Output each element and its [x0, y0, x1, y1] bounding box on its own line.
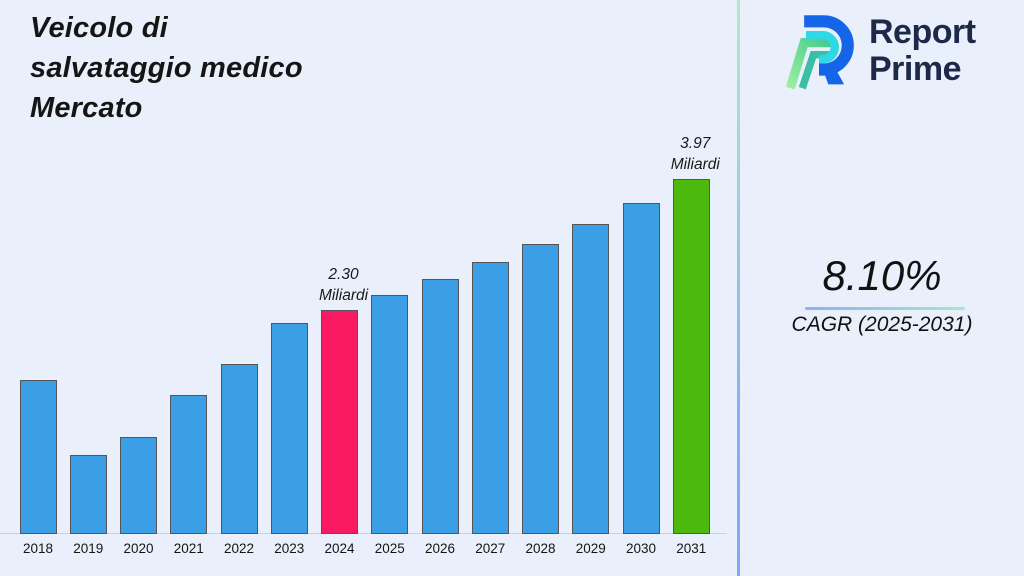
bar-2020 — [120, 437, 157, 534]
report-prime-logo-text: Report Prime — [869, 14, 976, 88]
bar-chart: 2018 2019 2020 2021 2022 2023 2024 2025 2026 2027… — [0, 135, 727, 556]
cagr-label: CAGR (2025-2031) — [791, 313, 973, 336]
bar-2030 — [622, 203, 660, 534]
report-prime-logo-icon — [785, 15, 854, 90]
x-tick-2020: 2020 — [123, 541, 154, 556]
annotation-line: 2.30 — [328, 266, 359, 283]
cagr-value: 8.10% — [822, 252, 942, 299]
x-tick-2026: 2026 — [424, 541, 456, 556]
bar-2021 — [170, 395, 208, 534]
x-tick-2021: 2021 — [173, 541, 204, 556]
x-tick-2018: 2018 — [22, 541, 54, 556]
x-axis-line — [0, 533, 727, 534]
bar-2031 — [672, 179, 710, 534]
x-tick-2023: 2023 — [274, 541, 305, 556]
vertical-divider — [737, 0, 740, 576]
annotation-line: 3.97 — [680, 135, 711, 152]
bar-2023 — [270, 323, 308, 534]
bar-2024 — [321, 310, 358, 534]
bar-2028 — [522, 244, 559, 534]
bar-2026 — [421, 279, 459, 534]
bar-2019 — [69, 455, 107, 534]
bar-2025 — [371, 295, 409, 534]
x-tick-2031: 2031 — [676, 541, 707, 556]
annotation-line: Miliardi — [670, 156, 720, 173]
bar-2022 — [220, 364, 258, 534]
x-tick-2027: 2027 — [475, 541, 506, 556]
logo-text-line-1: Report — [869, 13, 976, 51]
annotation-line: Miliardi — [318, 287, 369, 304]
page-title-line-1: Veicolo di — [30, 12, 168, 44]
report-prime-logo: Report Prime — [781, 12, 976, 90]
annotation-2031: 3.97 Miliardi — [647, 133, 743, 175]
cagr-underline — [805, 307, 965, 310]
page-title: Veicolo di salvataggio medico Mercato — [30, 8, 450, 128]
x-tick-2025: 2025 — [374, 541, 405, 556]
logo-text-line-2: Prime — [869, 50, 961, 88]
bar-2029 — [572, 224, 610, 534]
bar-2018 — [19, 380, 57, 534]
x-tick-2024: 2024 — [324, 541, 355, 556]
x-tick-2019: 2019 — [73, 541, 104, 556]
x-tick-2028: 2028 — [525, 541, 556, 556]
annotation-2024: 2.30 Miliardi — [296, 264, 392, 306]
page-title-line-2: salvataggio medico — [30, 52, 303, 84]
x-tick-2029: 2029 — [575, 541, 606, 556]
x-tick-2022: 2022 — [223, 541, 255, 556]
x-tick-2030: 2030 — [625, 541, 657, 556]
bar-2027 — [471, 262, 509, 534]
page-title-line-3: Mercato — [30, 92, 143, 124]
